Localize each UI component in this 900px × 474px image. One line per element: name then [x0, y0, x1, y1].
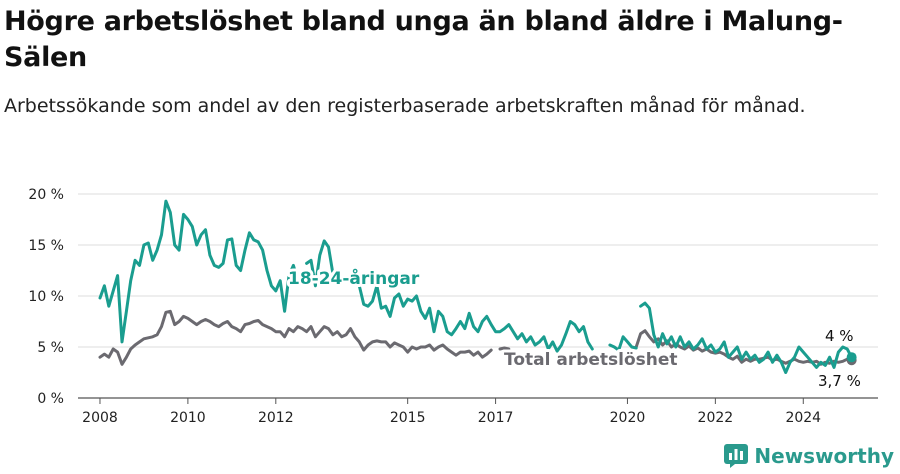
series-line — [498, 346, 511, 351]
x-axis: 2008 2010 2012 2015 2017 2020 2022 2024 — [82, 398, 821, 426]
x-tick-label: 2010 — [170, 410, 206, 426]
series-labels: 18-24-åringar Total arbetslöshet 4 % 3,7… — [285, 264, 861, 390]
x-tick-label: 2020 — [610, 410, 646, 426]
series-line — [353, 276, 594, 353]
x-tick-label: 2015 — [390, 410, 426, 426]
end-label-youth: 4 % — [825, 327, 854, 345]
series-line — [305, 239, 335, 288]
chart-subtitle: Arbetssökande som andel av den registerb… — [4, 95, 806, 117]
x-tick-label: 2008 — [82, 410, 118, 426]
x-tick-label: 2017 — [478, 410, 514, 426]
series-line — [608, 335, 638, 352]
x-tick-label: 2022 — [698, 410, 734, 426]
series-line — [634, 329, 854, 366]
series-end-point — [846, 352, 857, 363]
x-tick-label: 2024 — [785, 410, 821, 426]
series-label-youth: 18-24-åringar — [288, 267, 420, 289]
y-tick-label: 20 % — [28, 187, 64, 203]
y-axis: 0 % 5 % 10 % 15 % 20 % — [28, 187, 64, 407]
chart-title: Högre arbetslöshet bland unga än bland ä… — [4, 6, 843, 73]
y-tick-label: 15 % — [28, 238, 64, 254]
y-tick-label: 0 % — [37, 391, 64, 407]
y-tick-label: 5 % — [37, 340, 64, 356]
series-lines — [98, 199, 857, 374]
series-line — [98, 199, 300, 344]
brand-name: Newsworthy — [754, 444, 894, 468]
series-line — [639, 301, 854, 374]
brand-logo: Newsworthy — [724, 444, 894, 468]
newsworthy-logo-icon — [724, 444, 749, 468]
series-label-total: Total arbetslöshet — [504, 350, 678, 370]
series-line — [98, 309, 493, 366]
grid-lines — [78, 193, 878, 399]
end-label-total: 3,7 % — [818, 372, 861, 390]
y-tick-label: 10 % — [28, 289, 64, 305]
x-tick-label: 2012 — [258, 410, 294, 426]
